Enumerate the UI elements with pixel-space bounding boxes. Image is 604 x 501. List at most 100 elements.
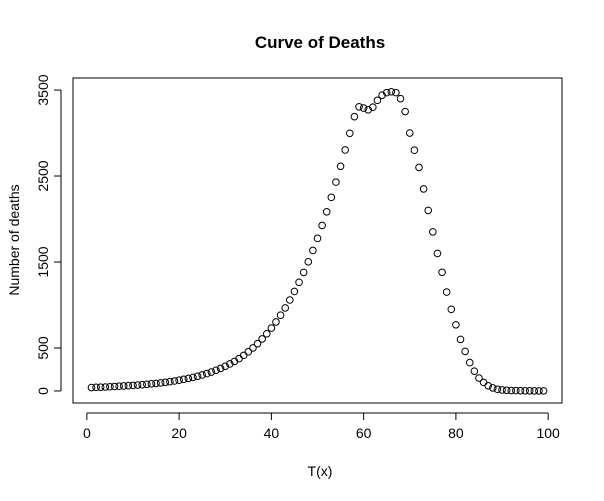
data-point — [115, 382, 123, 391]
data-point — [373, 96, 382, 105]
data-point — [521, 386, 529, 395]
data-point — [110, 382, 119, 391]
data-point — [341, 146, 349, 154]
data-point — [493, 385, 502, 394]
data-point — [327, 193, 336, 202]
data-point — [429, 228, 437, 236]
y-axis: 0 500 1500 2500 3500 — [35, 74, 62, 395]
data-point — [318, 221, 326, 230]
data-point — [465, 358, 474, 367]
data-point — [143, 380, 151, 389]
data-point — [226, 360, 234, 368]
data-point — [267, 324, 276, 332]
data-point — [530, 387, 539, 395]
x-tick-label: 0 — [83, 425, 91, 441]
data-point — [475, 374, 483, 382]
data-point — [489, 384, 497, 392]
data-point — [539, 387, 548, 395]
y-tick-label: 500 — [35, 336, 51, 360]
data-point — [433, 249, 442, 258]
data-point — [405, 129, 414, 137]
data-point — [350, 112, 359, 121]
x-tick-label: 100 — [536, 425, 560, 441]
data-point — [461, 347, 469, 356]
data-point — [96, 383, 105, 391]
data-point — [313, 234, 322, 243]
data-point — [359, 104, 368, 112]
data-point — [299, 268, 308, 277]
data-point — [382, 88, 391, 97]
data-point — [133, 381, 142, 389]
data-point — [161, 378, 170, 387]
data-point — [369, 103, 377, 112]
data-point — [392, 88, 400, 97]
data-point — [202, 369, 211, 378]
data-point — [198, 371, 206, 379]
data-point — [456, 335, 465, 344]
data-point — [156, 379, 165, 387]
data-point — [332, 178, 340, 186]
chart-title: Curve of Deaths — [255, 33, 385, 52]
data-point — [502, 386, 511, 395]
data-point — [309, 246, 317, 255]
data-point — [221, 362, 230, 371]
data-point — [179, 375, 188, 384]
data-point — [170, 377, 179, 385]
data-point — [106, 382, 114, 391]
data-point — [479, 378, 488, 387]
data-point — [239, 351, 248, 360]
y-tick-label: 1500 — [35, 246, 51, 277]
x-tick-label: 60 — [356, 425, 372, 441]
data-point — [512, 386, 520, 395]
data-point — [355, 103, 363, 111]
data-point — [189, 373, 197, 382]
data-point — [124, 381, 133, 390]
data-point — [101, 383, 110, 391]
y-tick-label: 0 — [35, 387, 51, 395]
x-tick-label: 40 — [264, 425, 280, 441]
data-point — [410, 146, 419, 155]
data-point — [253, 339, 262, 348]
data-point — [336, 162, 345, 171]
data-point — [396, 94, 405, 103]
data-point — [535, 387, 543, 395]
data-point — [272, 318, 280, 326]
data-point — [378, 91, 386, 99]
data-point — [129, 381, 137, 390]
data-points — [87, 87, 548, 395]
data-point — [295, 278, 303, 287]
data-point — [507, 386, 516, 395]
data-point — [212, 366, 220, 375]
data-point — [419, 185, 428, 193]
plot-frame — [72, 77, 563, 404]
data-point — [244, 348, 253, 356]
x-tick-label: 20 — [171, 425, 187, 441]
data-point — [276, 311, 285, 320]
data-point — [345, 129, 354, 138]
x-axis: 0 20 40 60 80 100 — [83, 412, 560, 441]
y-tick-label: 3500 — [35, 74, 51, 105]
data-point — [147, 380, 156, 388]
data-point — [262, 329, 271, 338]
data-point — [184, 374, 193, 383]
data-point — [166, 377, 174, 386]
data-point — [484, 382, 492, 390]
data-point — [193, 372, 202, 381]
data-point — [498, 386, 506, 394]
y-axis-label: Number of deaths — [6, 184, 22, 295]
data-point — [290, 287, 299, 296]
data-point — [304, 258, 313, 266]
data-point — [516, 386, 525, 395]
data-point — [119, 382, 128, 390]
data-point — [387, 87, 396, 96]
x-axis-label: T(x) — [308, 463, 333, 479]
data-point — [87, 383, 96, 392]
data-point — [401, 107, 409, 116]
data-point — [452, 320, 460, 329]
y-tick-label: 2500 — [35, 160, 51, 191]
data-point — [92, 383, 100, 392]
data-point — [438, 268, 446, 277]
data-point — [322, 207, 331, 216]
data-point — [470, 367, 479, 375]
